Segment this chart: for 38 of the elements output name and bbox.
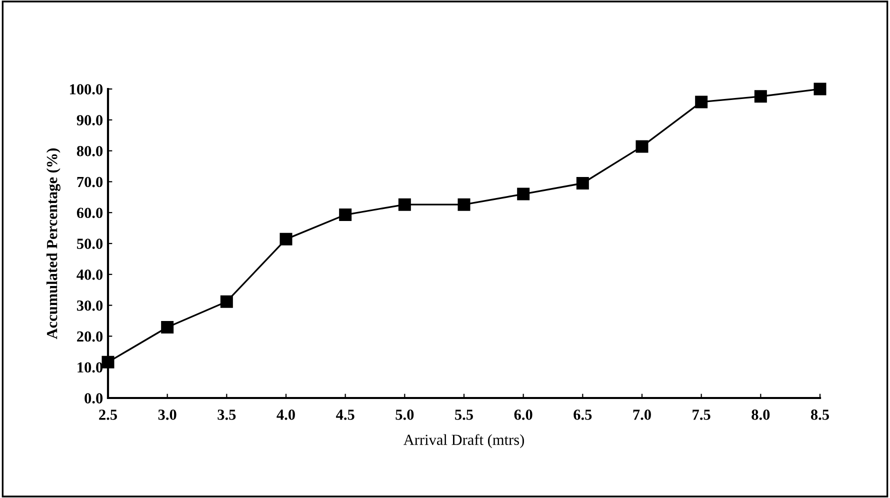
y-tick-label: 80.0 <box>76 146 103 156</box>
x-axis-title: Arrival Draft (mtrs) <box>403 434 524 448</box>
point <box>636 140 648 153</box>
x-tick-label: 2.5 <box>99 410 117 420</box>
y-tick-label: 0.0 <box>84 393 103 404</box>
x-tick-label: 7.0 <box>633 410 651 420</box>
y-tick-label: 50.0 <box>77 238 103 250</box>
y-tick-label: 10.0 <box>78 362 103 373</box>
y-tick-label: 20.0 <box>77 331 103 342</box>
x-tick-label: 5.5 <box>455 410 473 420</box>
x-tick-label: 6.0 <box>514 410 532 420</box>
point <box>458 198 470 211</box>
y-tick-label: 40.0 <box>76 270 103 280</box>
x-tick-label: 8.0 <box>752 410 770 420</box>
y-tick-label: 30.0 <box>76 300 103 311</box>
point <box>398 198 411 211</box>
x-tick-label: 7.5 <box>692 410 710 420</box>
point <box>517 188 530 200</box>
x-tick-label: 4.5 <box>336 410 354 420</box>
y-tick-label: 100.0 <box>70 84 103 95</box>
point <box>695 96 708 108</box>
point <box>161 320 174 334</box>
x-tick-label: 4.0 <box>276 410 295 420</box>
point <box>576 176 589 190</box>
x-tick-label: 5.0 <box>396 410 414 420</box>
point <box>280 232 292 246</box>
point <box>339 208 352 222</box>
point <box>220 295 233 308</box>
y-tick-label: 60.0 <box>76 208 103 218</box>
point <box>754 90 767 103</box>
y-axis-title: Accumulated Percentage (%) <box>46 148 60 340</box>
x-tick-label: 3.0 <box>158 410 176 420</box>
y-tick-label: 90.0 <box>76 115 103 126</box>
point <box>814 82 826 96</box>
y-tick-label: 70.0 <box>77 176 103 188</box>
x-tick-label: 8.5 <box>810 410 829 420</box>
x-tick-label: 3.5 <box>218 410 236 420</box>
x-tick-label: 6.5 <box>574 410 592 420</box>
